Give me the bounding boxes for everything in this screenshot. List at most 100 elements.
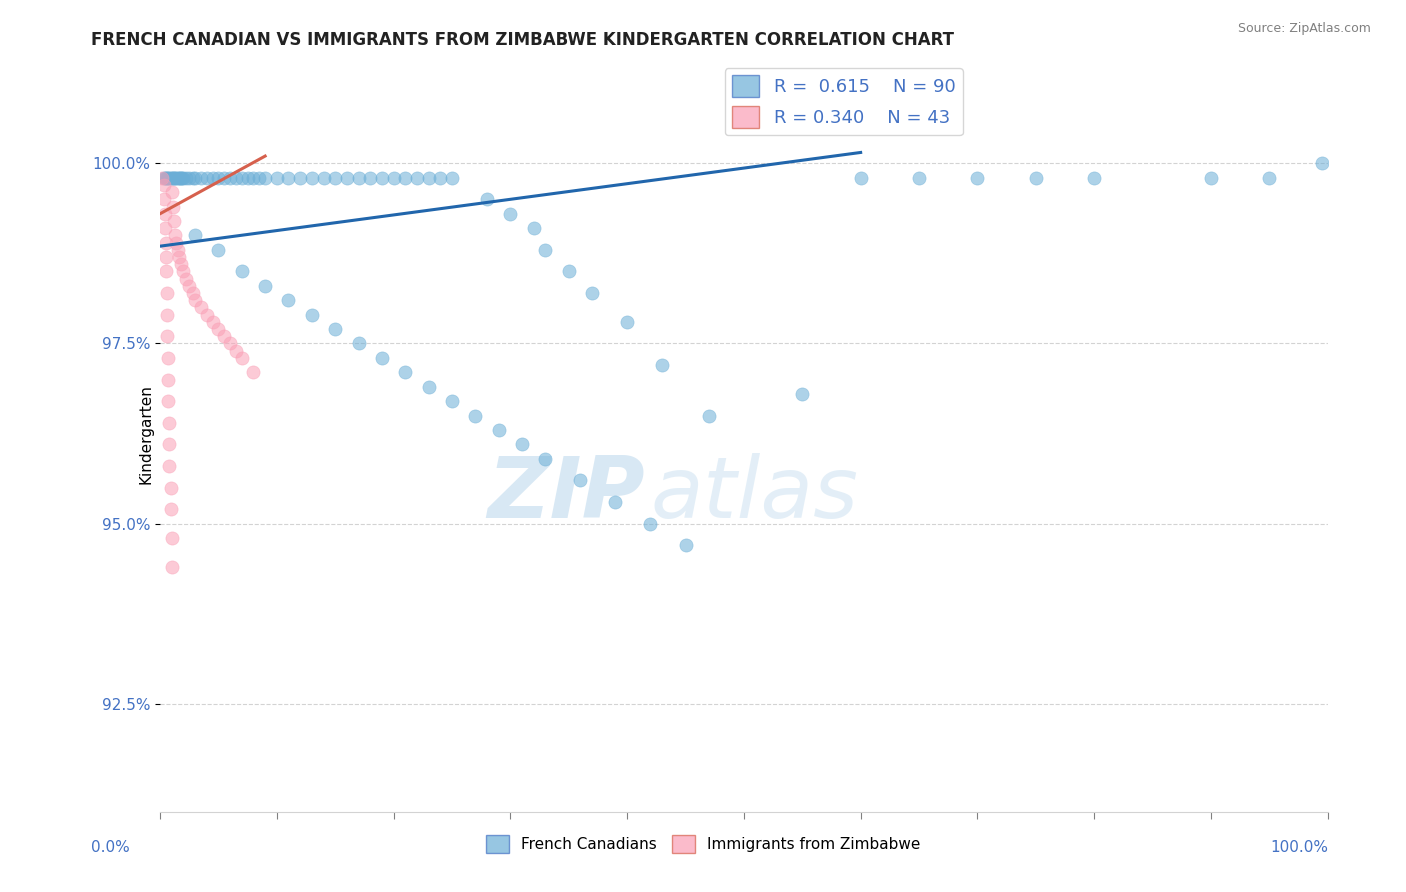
Point [155,235,177,250]
Point [225,343,247,358]
Text: FRENCH CANADIAN VS IMMIGRANTS FROM ZIMBABWE KINDERGARTEN CORRELATION CHART: FRENCH CANADIAN VS IMMIGRANTS FROM ZIMBA… [91,31,955,49]
Point [184,228,207,243]
Point [157,351,180,365]
Point [651,358,673,372]
Point [156,308,179,322]
Point [167,250,190,264]
Point [347,336,370,351]
Point [675,538,697,552]
Legend: French Canadians, Immigrants from Zimbabwe: French Canadians, Immigrants from Zimbab… [479,829,927,859]
Point [157,170,180,185]
Point [165,228,187,243]
Point [347,170,370,185]
Point [254,278,277,293]
Point [569,474,592,488]
Point [418,380,440,394]
Y-axis label: Kindergarten: Kindergarten [138,384,153,483]
Point [170,257,193,271]
Point [499,207,522,221]
Point [301,308,323,322]
Point [207,322,229,336]
Text: 0.0%: 0.0% [91,840,131,855]
Point [172,170,194,185]
Point [162,170,184,185]
Point [159,502,181,516]
Point [581,286,603,301]
Point [359,170,381,185]
Point [166,170,188,185]
Point [166,243,188,257]
Point [163,170,186,185]
Point [163,214,186,228]
Point [1310,156,1333,170]
Point [181,170,204,185]
Point [697,409,720,423]
Point [288,170,311,185]
Legend: R =  0.615    N = 90, R = 0.340    N = 43: R = 0.615 N = 90, R = 0.340 N = 43 [725,68,963,136]
Point [406,170,429,185]
Text: 100.0%: 100.0% [1271,840,1329,855]
Point [174,170,197,185]
Point [201,315,224,329]
Point [157,458,180,473]
Point [1258,170,1281,185]
Point [153,221,176,235]
Point [792,387,814,401]
Point [266,170,288,185]
Point [1199,170,1222,185]
Point [157,416,180,430]
Point [242,365,264,379]
Point [167,170,190,185]
Point [464,409,486,423]
Point [394,365,416,379]
Point [157,394,180,409]
Point [475,192,498,206]
Text: atlas: atlas [651,452,859,536]
Point [165,170,187,185]
Point [179,278,201,293]
Point [201,170,224,185]
Point [172,264,194,278]
Point [371,170,394,185]
Point [160,185,183,199]
Point [231,170,253,185]
Point [153,207,176,221]
Point [523,221,546,235]
Point [214,329,236,343]
Point [156,286,179,301]
Point [510,437,533,451]
Point [156,329,179,343]
Point [169,170,191,185]
Text: Source: ZipAtlas.com: Source: ZipAtlas.com [1237,22,1371,36]
Point [277,293,299,308]
Point [225,170,247,185]
Point [179,170,201,185]
Point [371,351,394,365]
Point [616,315,638,329]
Point [534,451,557,466]
Point [277,170,299,185]
Point [195,170,218,185]
Point [219,336,242,351]
Point [155,170,177,185]
Point [908,170,931,185]
Point [323,170,346,185]
Point [488,423,510,437]
Point [150,170,173,185]
Point [165,235,187,250]
Point [242,170,264,185]
Point [231,264,253,278]
Point [429,170,451,185]
Point [174,271,197,285]
Text: ZIP: ZIP [486,452,644,536]
Point [152,192,174,206]
Point [172,170,194,185]
Point [301,170,323,185]
Point [382,170,405,185]
Point [152,178,174,192]
Point [440,170,463,185]
Point [336,170,359,185]
Point [1083,170,1105,185]
Point [162,200,184,214]
Point [160,170,183,185]
